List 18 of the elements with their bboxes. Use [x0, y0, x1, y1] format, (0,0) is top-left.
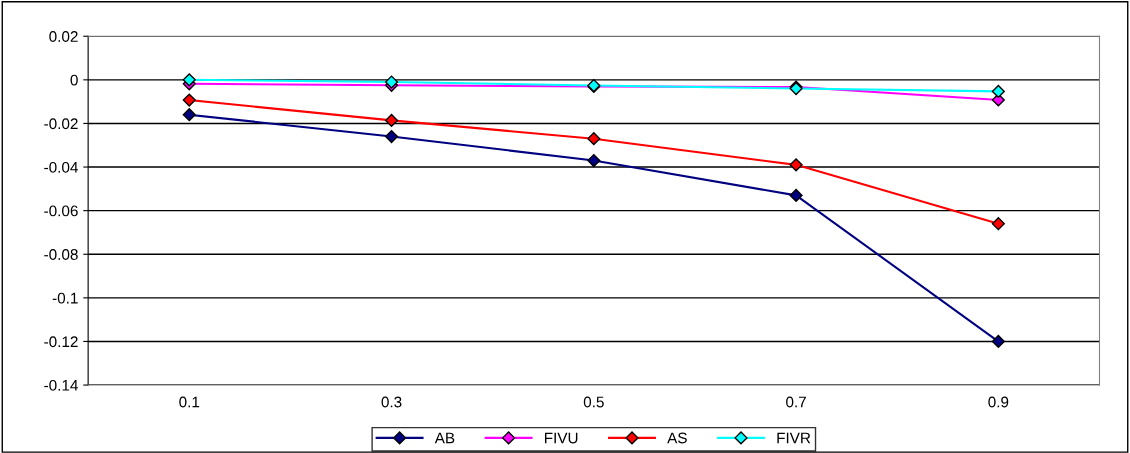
- y-tick-label: -0.1: [52, 292, 78, 304]
- x-tick-label: 0.1: [179, 396, 200, 408]
- x-tick-label: 0.9: [988, 396, 1009, 408]
- y-tick-label: -0.12: [44, 336, 78, 348]
- y-tick-label: 0: [70, 74, 78, 86]
- legend-label: FIVU: [544, 432, 578, 444]
- legend-label: AB: [434, 432, 455, 444]
- x-tick-label: 0.7: [786, 396, 806, 408]
- y-tick-label: -0.08: [44, 249, 78, 260]
- y-tick-label: -0.02: [44, 118, 78, 130]
- x-tick-label: 0.3: [381, 396, 402, 408]
- y-tick-label: -0.14: [44, 379, 78, 391]
- legend-label: AS: [667, 432, 687, 444]
- y-tick-label: -0.04: [44, 161, 78, 173]
- x-tick-label: 0.5: [583, 396, 604, 408]
- legend-label: FIVR: [777, 432, 811, 444]
- y-tick-label: -0.06: [44, 205, 78, 217]
- y-tick-label: 0.02: [49, 31, 78, 42]
